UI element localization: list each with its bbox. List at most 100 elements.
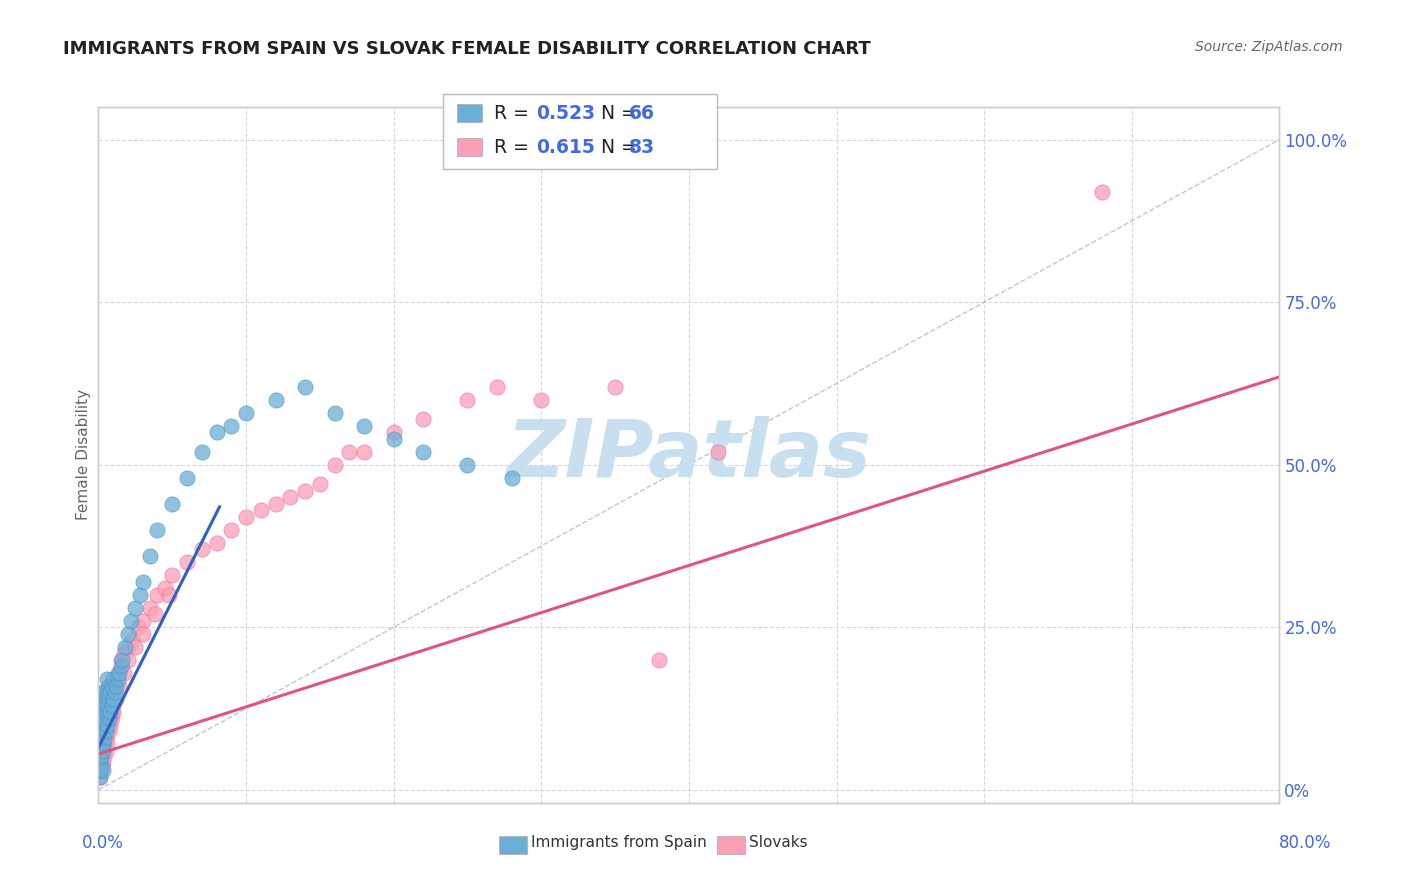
Point	[114, 640, 136, 654]
Point	[104, 685, 127, 699]
Point	[117, 640, 139, 654]
Point	[93, 731, 115, 745]
Point	[294, 379, 316, 393]
Point	[94, 731, 117, 745]
Point	[235, 509, 257, 524]
Point	[94, 705, 117, 719]
Point	[97, 679, 120, 693]
Point	[132, 574, 155, 589]
Point	[339, 444, 361, 458]
Text: 0.0%: 0.0%	[82, 834, 124, 852]
Point	[162, 497, 183, 511]
Point	[221, 418, 243, 433]
Text: 0.523: 0.523	[536, 103, 595, 123]
Point	[94, 724, 117, 739]
Point	[93, 711, 115, 725]
Point	[235, 406, 257, 420]
Point	[100, 705, 122, 719]
Point	[412, 412, 434, 426]
Point	[108, 665, 131, 680]
Point	[89, 770, 111, 784]
Point	[530, 392, 553, 407]
Point	[98, 691, 121, 706]
Point	[132, 614, 155, 628]
Point	[103, 691, 125, 706]
Point	[105, 691, 128, 706]
Point	[96, 718, 118, 732]
Point	[250, 503, 273, 517]
Point	[94, 731, 117, 745]
Point	[353, 444, 375, 458]
Point	[91, 744, 114, 758]
Point	[139, 549, 162, 563]
Point	[94, 711, 117, 725]
Point	[90, 750, 112, 764]
Point	[205, 535, 228, 549]
Point	[486, 379, 509, 393]
Text: N =: N =	[589, 137, 643, 157]
Point	[89, 737, 111, 751]
Point	[89, 750, 111, 764]
Y-axis label: Female Disability: Female Disability	[76, 389, 91, 521]
Text: Slovaks: Slovaks	[749, 836, 808, 850]
Point	[89, 756, 111, 771]
Point	[89, 718, 111, 732]
Point	[132, 626, 155, 640]
Text: ZIPatlas: ZIPatlas	[506, 416, 872, 494]
Point	[264, 392, 287, 407]
Point	[91, 685, 114, 699]
Point	[90, 711, 112, 725]
Point	[104, 679, 127, 693]
Point	[93, 698, 115, 713]
Point	[117, 626, 139, 640]
Point	[90, 764, 112, 778]
Point	[97, 698, 120, 713]
Text: 83: 83	[628, 137, 655, 157]
Point	[94, 691, 117, 706]
Point	[100, 685, 122, 699]
Point	[105, 672, 128, 686]
Point	[90, 711, 112, 725]
Point	[93, 750, 115, 764]
Point	[91, 744, 114, 758]
Point	[139, 600, 162, 615]
Text: IMMIGRANTS FROM SPAIN VS SLOVAK FEMALE DISABILITY CORRELATION CHART: IMMIGRANTS FROM SPAIN VS SLOVAK FEMALE D…	[63, 40, 872, 58]
Point	[153, 581, 176, 595]
Point	[97, 711, 120, 725]
Point	[294, 483, 316, 498]
Point	[1091, 185, 1114, 199]
Point	[191, 542, 214, 557]
Point	[121, 633, 143, 648]
Point	[91, 744, 114, 758]
Point	[457, 392, 479, 407]
Point	[105, 679, 128, 693]
Point	[89, 764, 111, 778]
Point	[382, 425, 405, 439]
Point	[98, 711, 121, 725]
Text: R =: R =	[494, 103, 534, 123]
Point	[103, 698, 125, 713]
Point	[94, 744, 117, 758]
Point	[111, 653, 134, 667]
Point	[108, 679, 131, 693]
Point	[157, 588, 180, 602]
Point	[90, 698, 112, 713]
Point	[91, 737, 114, 751]
Point	[96, 737, 118, 751]
Point	[90, 731, 112, 745]
Point	[323, 406, 346, 420]
Point	[89, 731, 111, 745]
Point	[91, 691, 114, 706]
Point	[90, 724, 112, 739]
Point	[98, 718, 121, 732]
Point	[93, 737, 115, 751]
Point	[96, 685, 118, 699]
Point	[162, 568, 183, 582]
Point	[96, 705, 118, 719]
Point	[280, 490, 302, 504]
Point	[112, 665, 135, 680]
Text: Source: ZipAtlas.com: Source: ZipAtlas.com	[1195, 40, 1343, 54]
Point	[112, 646, 135, 660]
Point	[100, 711, 122, 725]
Point	[221, 523, 243, 537]
